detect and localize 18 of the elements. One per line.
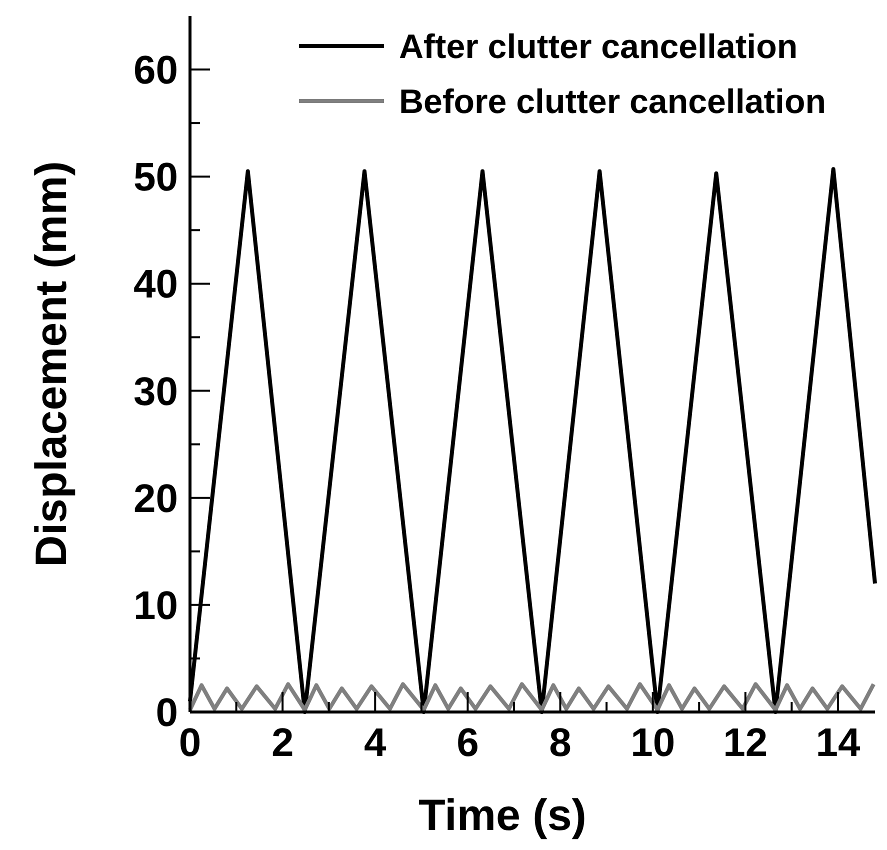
x-tick-label: 6 — [456, 721, 479, 765]
x-tick-label: 12 — [723, 721, 768, 765]
y-tick-label: 60 — [134, 48, 178, 93]
x-tick-label: 8 — [549, 721, 572, 765]
x-tick-label: 2 — [271, 721, 294, 765]
y-tick-label: 50 — [134, 156, 178, 200]
x-axis-title: Time (s) — [418, 791, 586, 840]
y-tick-label: 0 — [156, 691, 178, 735]
y-tick-label: 10 — [134, 584, 178, 628]
y-tick-label: 30 — [134, 370, 178, 414]
y-tick-label: 20 — [134, 476, 178, 521]
x-tick-label: 14 — [816, 721, 861, 765]
x-tick-label: 4 — [364, 721, 388, 765]
y-tick-label: 40 — [134, 262, 178, 307]
legend-label: Before clutter cancellation — [399, 82, 826, 121]
x-tick-label: 10 — [630, 721, 676, 765]
legend-label: After clutter cancellation — [399, 28, 798, 66]
y-axis-title: Displacement (mm) — [27, 161, 76, 567]
